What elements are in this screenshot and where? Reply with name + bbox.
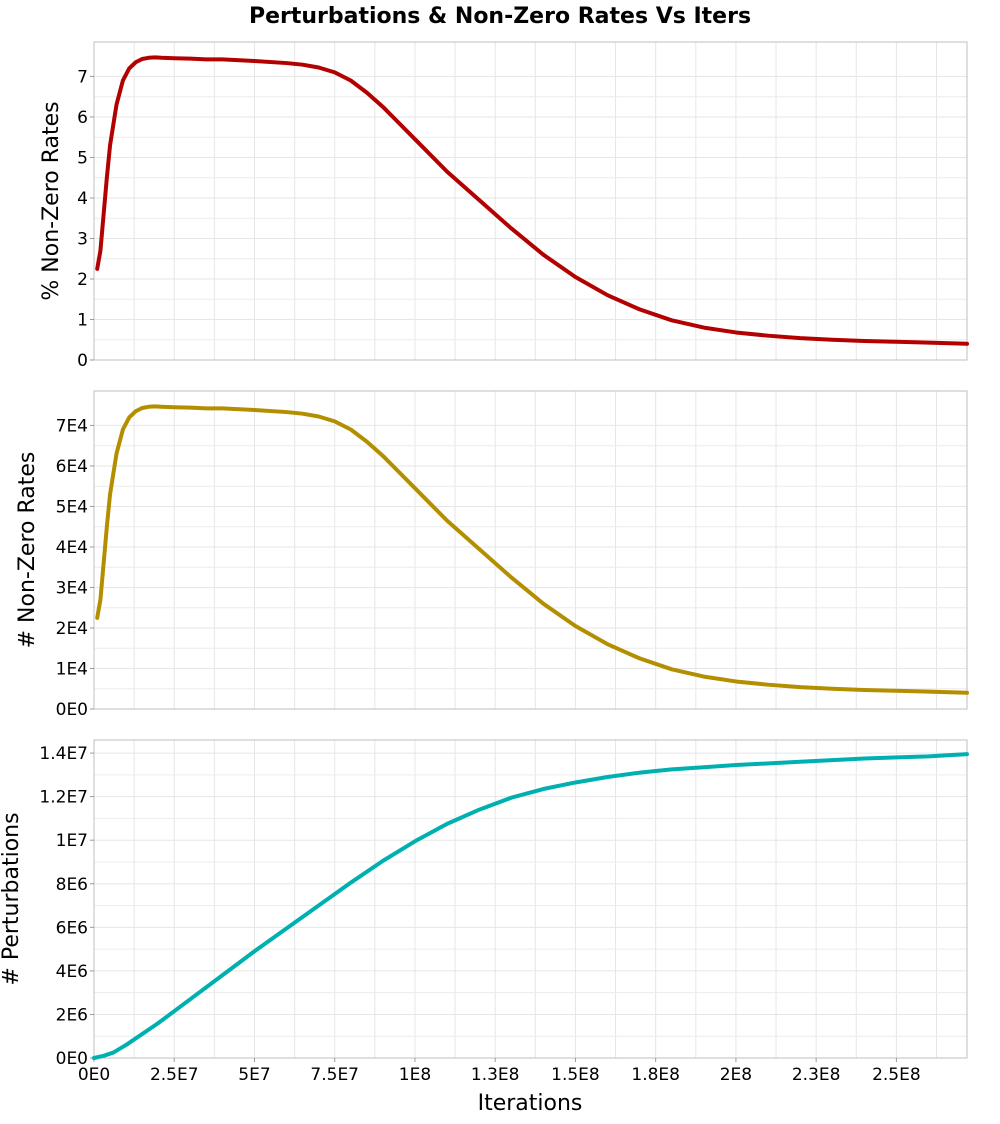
- y-axis-label: % Non-Zero Rates: [39, 101, 64, 300]
- series-line: [92, 752, 969, 1060]
- y-tick-label: 1.4E7: [39, 744, 88, 764]
- panel-2: 0E0 1E4 2E4 3E4 4E4 5E4 6E4 7E4 # Non-Zero Rates: [15, 390, 969, 720]
- panel-1: 0 1 2 3 4 5 6 7 % Non-Zero Rates: [39, 41, 969, 371]
- x-tick-label: 2.3E8: [792, 1065, 841, 1085]
- grid: [94, 391, 967, 709]
- y-tick-label: 4: [77, 189, 88, 209]
- y-tick-label: 2E6: [56, 1005, 88, 1025]
- x-tick-label: 7.5E7: [310, 1065, 359, 1085]
- y-tick-label: 6: [77, 108, 88, 128]
- y-tick-label: 6E4: [56, 457, 88, 477]
- plot-frame: [93, 41, 968, 361]
- x-tick-label: 2E8: [720, 1065, 752, 1085]
- x-tick-label: 1.8E8: [631, 1065, 680, 1085]
- y-tick-label: 3: [77, 229, 88, 249]
- panel-3: 0E0 2E6 4E6 6E6 8E6 1E7 1.2E7 1.4E7 # Perturbati…: [0, 739, 969, 1085]
- y-tick-label: 4E6: [56, 962, 88, 982]
- y-tick-label: 2: [77, 270, 88, 290]
- grid: [94, 740, 967, 1058]
- plot-area: [94, 740, 967, 1058]
- y-tick-label: 7: [77, 67, 88, 87]
- x-tick-label: 1E8: [399, 1065, 431, 1085]
- y-tick-label: 7E4: [56, 416, 88, 436]
- y-tick-label: 1.2E7: [39, 788, 88, 808]
- y-tick-label: 4E4: [56, 538, 88, 558]
- x-tick-label: 1.5E8: [551, 1065, 600, 1085]
- x-axis-label: Iterations: [478, 1091, 583, 1116]
- y-tick-label: 6E6: [56, 918, 88, 938]
- y-tick-label: 0E0: [56, 1049, 88, 1069]
- y-axis-label: # Perturbations: [0, 812, 24, 985]
- x-tick-label: 5E7: [238, 1065, 270, 1085]
- x-tick-label: 0E0: [78, 1065, 110, 1085]
- x-tick-label: 2.5E7: [150, 1065, 199, 1085]
- y-tick-label: 3E4: [56, 578, 88, 598]
- chart-title: Perturbations & Non-Zero Rates Vs Iters: [249, 4, 751, 29]
- y-tick-label: 1E7: [56, 831, 88, 851]
- plot-area: [94, 42, 967, 360]
- plot-frame: [93, 739, 968, 1059]
- y-tick-label: 0E0: [56, 700, 88, 720]
- series-line: [95, 55, 969, 346]
- y-tick-label: 1: [77, 310, 88, 330]
- y-tick-label: 8E6: [56, 875, 88, 895]
- y-tick-label: 5E4: [56, 497, 88, 517]
- y-tick-label: 2E4: [56, 619, 88, 639]
- y-axis-label: # Non-Zero Rates: [15, 452, 40, 649]
- plot-area: [94, 391, 967, 709]
- panels: 0 1 2 3 4 5 6 7 % Non-Zero Rates 0E0 1E4 2E4 3E4 4E4 5…: [0, 41, 969, 1085]
- x-tick-label: 1.3E8: [471, 1065, 520, 1085]
- y-tick-label: 0: [77, 351, 88, 371]
- plot-frame: [93, 390, 968, 710]
- y-tick-label: 5: [77, 148, 88, 168]
- series-line: [95, 404, 969, 695]
- x-tick-label: 2.5E8: [872, 1065, 921, 1085]
- y-tick-label: 1E4: [56, 659, 88, 679]
